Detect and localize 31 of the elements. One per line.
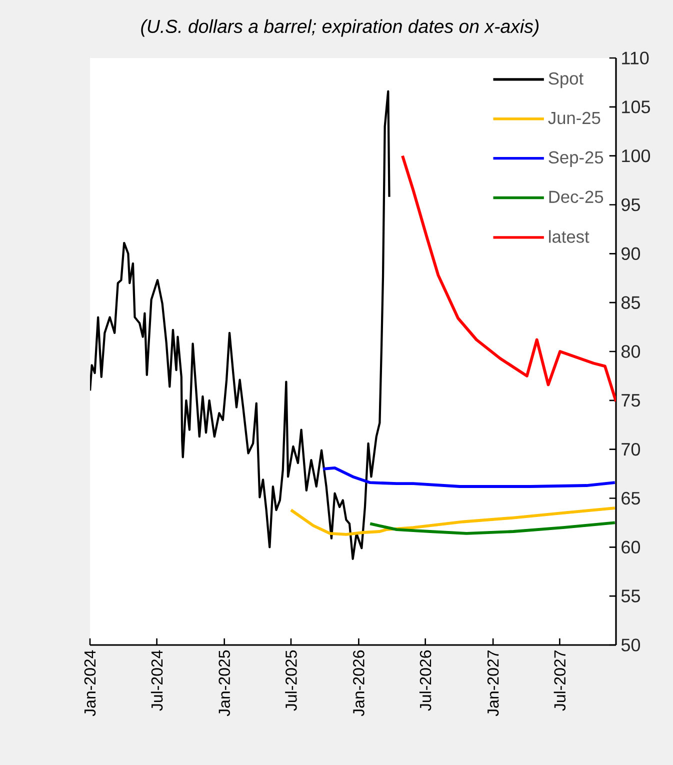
y-tick-label: 110 xyxy=(622,52,649,64)
y-tick-label: 55 xyxy=(621,590,640,602)
y-tick-label: 85 xyxy=(621,296,640,309)
y-tick-label: 60 xyxy=(622,540,640,554)
y-tick-label: 105 xyxy=(622,100,650,114)
line-series xyxy=(322,466,616,488)
x-tick-label: Jul-2027 xyxy=(554,650,566,711)
x-tick-label: Jul-2026 xyxy=(419,650,432,711)
legend-label: Spot xyxy=(548,72,584,88)
line-series xyxy=(368,521,616,535)
x-tick-label: Jul-2025 xyxy=(285,650,297,711)
line-series xyxy=(90,90,390,560)
y-tick-label: 50 xyxy=(621,638,640,652)
x-tick-label: Jan-2024 xyxy=(84,650,96,716)
legend-label: latest xyxy=(549,230,590,243)
y-tick-label: 90 xyxy=(622,247,640,260)
legend-label: Sep-25 xyxy=(548,151,604,167)
y-tick-label: 95 xyxy=(622,198,640,212)
y-tick-label: 100 xyxy=(622,149,650,162)
x-tick-label: Jan-2026 xyxy=(353,650,364,716)
y-tick-label: 65 xyxy=(622,492,640,505)
x-tick-label: Jan-2025 xyxy=(218,650,230,716)
x-tick-label: Jan-2027 xyxy=(487,650,499,716)
y-tick-label: 80 xyxy=(621,345,640,358)
legend-label: Jun-25 xyxy=(548,112,600,124)
legend-label: Dec-25 xyxy=(549,190,604,203)
chart-title: (U.S. dollars a barrel; expiration dates on x-axis) xyxy=(141,19,539,37)
y-tick-label: 75 xyxy=(622,394,640,407)
line-series xyxy=(290,506,616,536)
x-tick-label: Jul-2024 xyxy=(150,650,163,711)
y-tick-label: 70 xyxy=(622,442,640,456)
